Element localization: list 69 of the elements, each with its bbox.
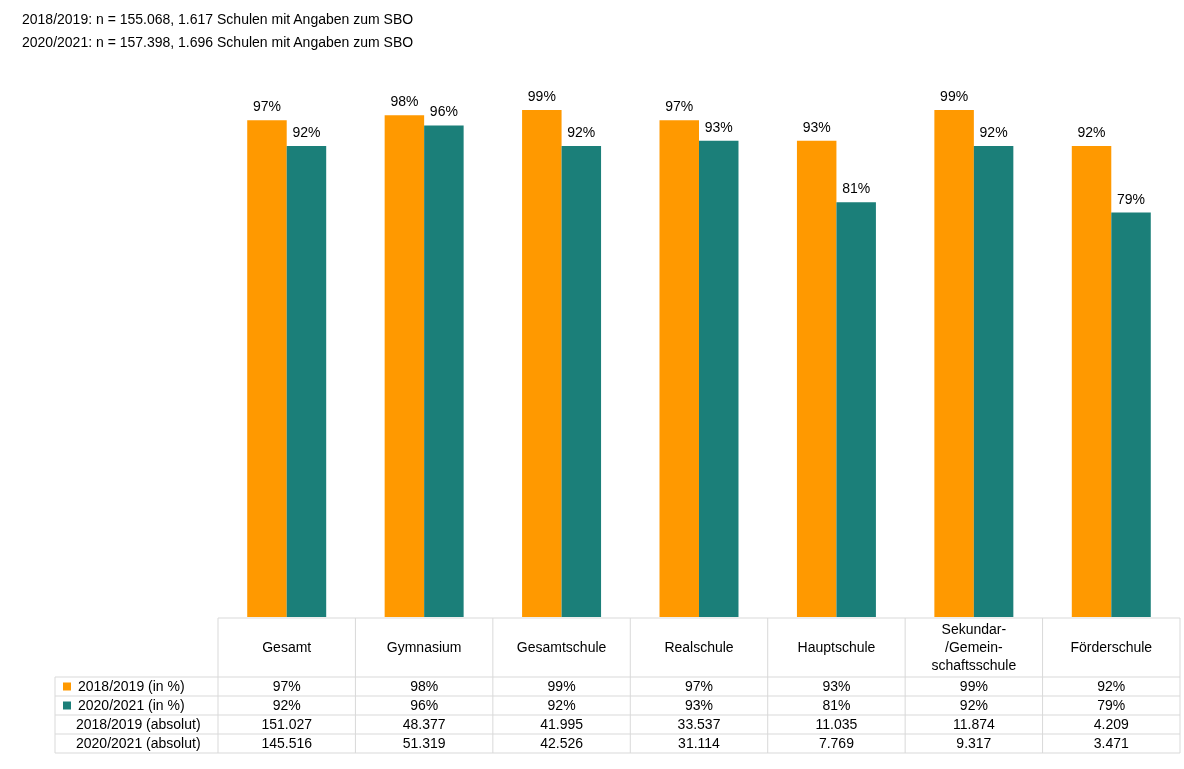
data-label: 81% [822,696,851,713]
text: 2020/2021 (absolut) [76,734,201,751]
data-label: 92% [959,696,988,713]
text: 99% [940,88,969,105]
text: 41.995 [540,715,584,732]
bar [1071,145,1112,617]
text: 93% [704,118,733,135]
text: 97% [252,98,281,115]
data-label: 99% [547,677,576,694]
data-label: 96% [410,696,439,713]
data-label: 98% [410,677,439,694]
text: 92% [979,123,1008,140]
text: 93% [802,118,831,135]
text: 3.471 [1093,734,1130,751]
data-label: 93% [684,696,714,713]
legend-label: 2020/2021 (in %) [78,696,185,713]
bar [1111,212,1151,617]
bar [699,140,739,617]
bar [836,202,876,617]
text: 151.027 [261,715,313,732]
text: 92% [292,123,321,140]
x-tick-label: Gymnasium [386,638,462,655]
bar [522,110,562,617]
data-label: 92% [272,696,301,713]
text: 145.516 [261,734,313,751]
text: 79% [1117,190,1146,207]
x-tick-label: Gesamt [262,638,312,655]
bar [796,140,837,617]
bar [973,145,1014,617]
text: 92% [1077,123,1106,140]
data-label: 97% [684,677,714,694]
bar [934,110,974,617]
text: 2018/2019 (absolut) [76,715,201,732]
data-label: 93% [822,677,851,694]
text: 7.769 [818,734,855,751]
x-tick-label: Gesamtschule [516,638,607,655]
data-label: 92% [547,696,576,713]
x-tick-label: Hauptschule [797,638,876,655]
bar [384,115,425,617]
chart-title: 2018/2019: n = 155.068, 1.617 Schulen mit Angaben zum SBO [22,11,414,28]
text: 99% [527,88,556,105]
legend-label: 2018/2019 (in %) [78,677,185,694]
text: 96% [429,103,458,120]
text: 98% [390,93,419,110]
text: 11.035 [815,715,858,732]
bar [424,125,464,617]
data-label: 79% [1097,696,1126,713]
text: 31.114 [678,734,721,751]
text: 92% [567,123,596,140]
chart-subtitle: 2020/2021: n = 157.398, 1.696 Schulen mit Angaben zum SBO [22,34,414,51]
data-label: 97% [272,677,301,694]
text: 42.526 [540,734,584,751]
bar [561,145,602,617]
text: 48.377 [402,715,446,732]
text: 9.317 [956,734,992,751]
bar [659,120,699,617]
bar [286,145,327,617]
bar [247,120,287,617]
x-tick-label: Förderschule [1070,638,1153,655]
text: 81% [842,180,871,197]
text: 97% [665,98,694,115]
text: 11.874 [952,715,995,732]
data-label: 92% [1097,677,1126,694]
data-label: 99% [959,677,988,694]
text: 33.537 [677,715,721,732]
text: 51.319 [402,734,446,751]
text: 4.209 [1093,715,1130,732]
x-tick-label: Realschule [664,638,734,655]
x-tick-label: Sekundar-/Gemein-schaftsschule [931,620,1017,673]
